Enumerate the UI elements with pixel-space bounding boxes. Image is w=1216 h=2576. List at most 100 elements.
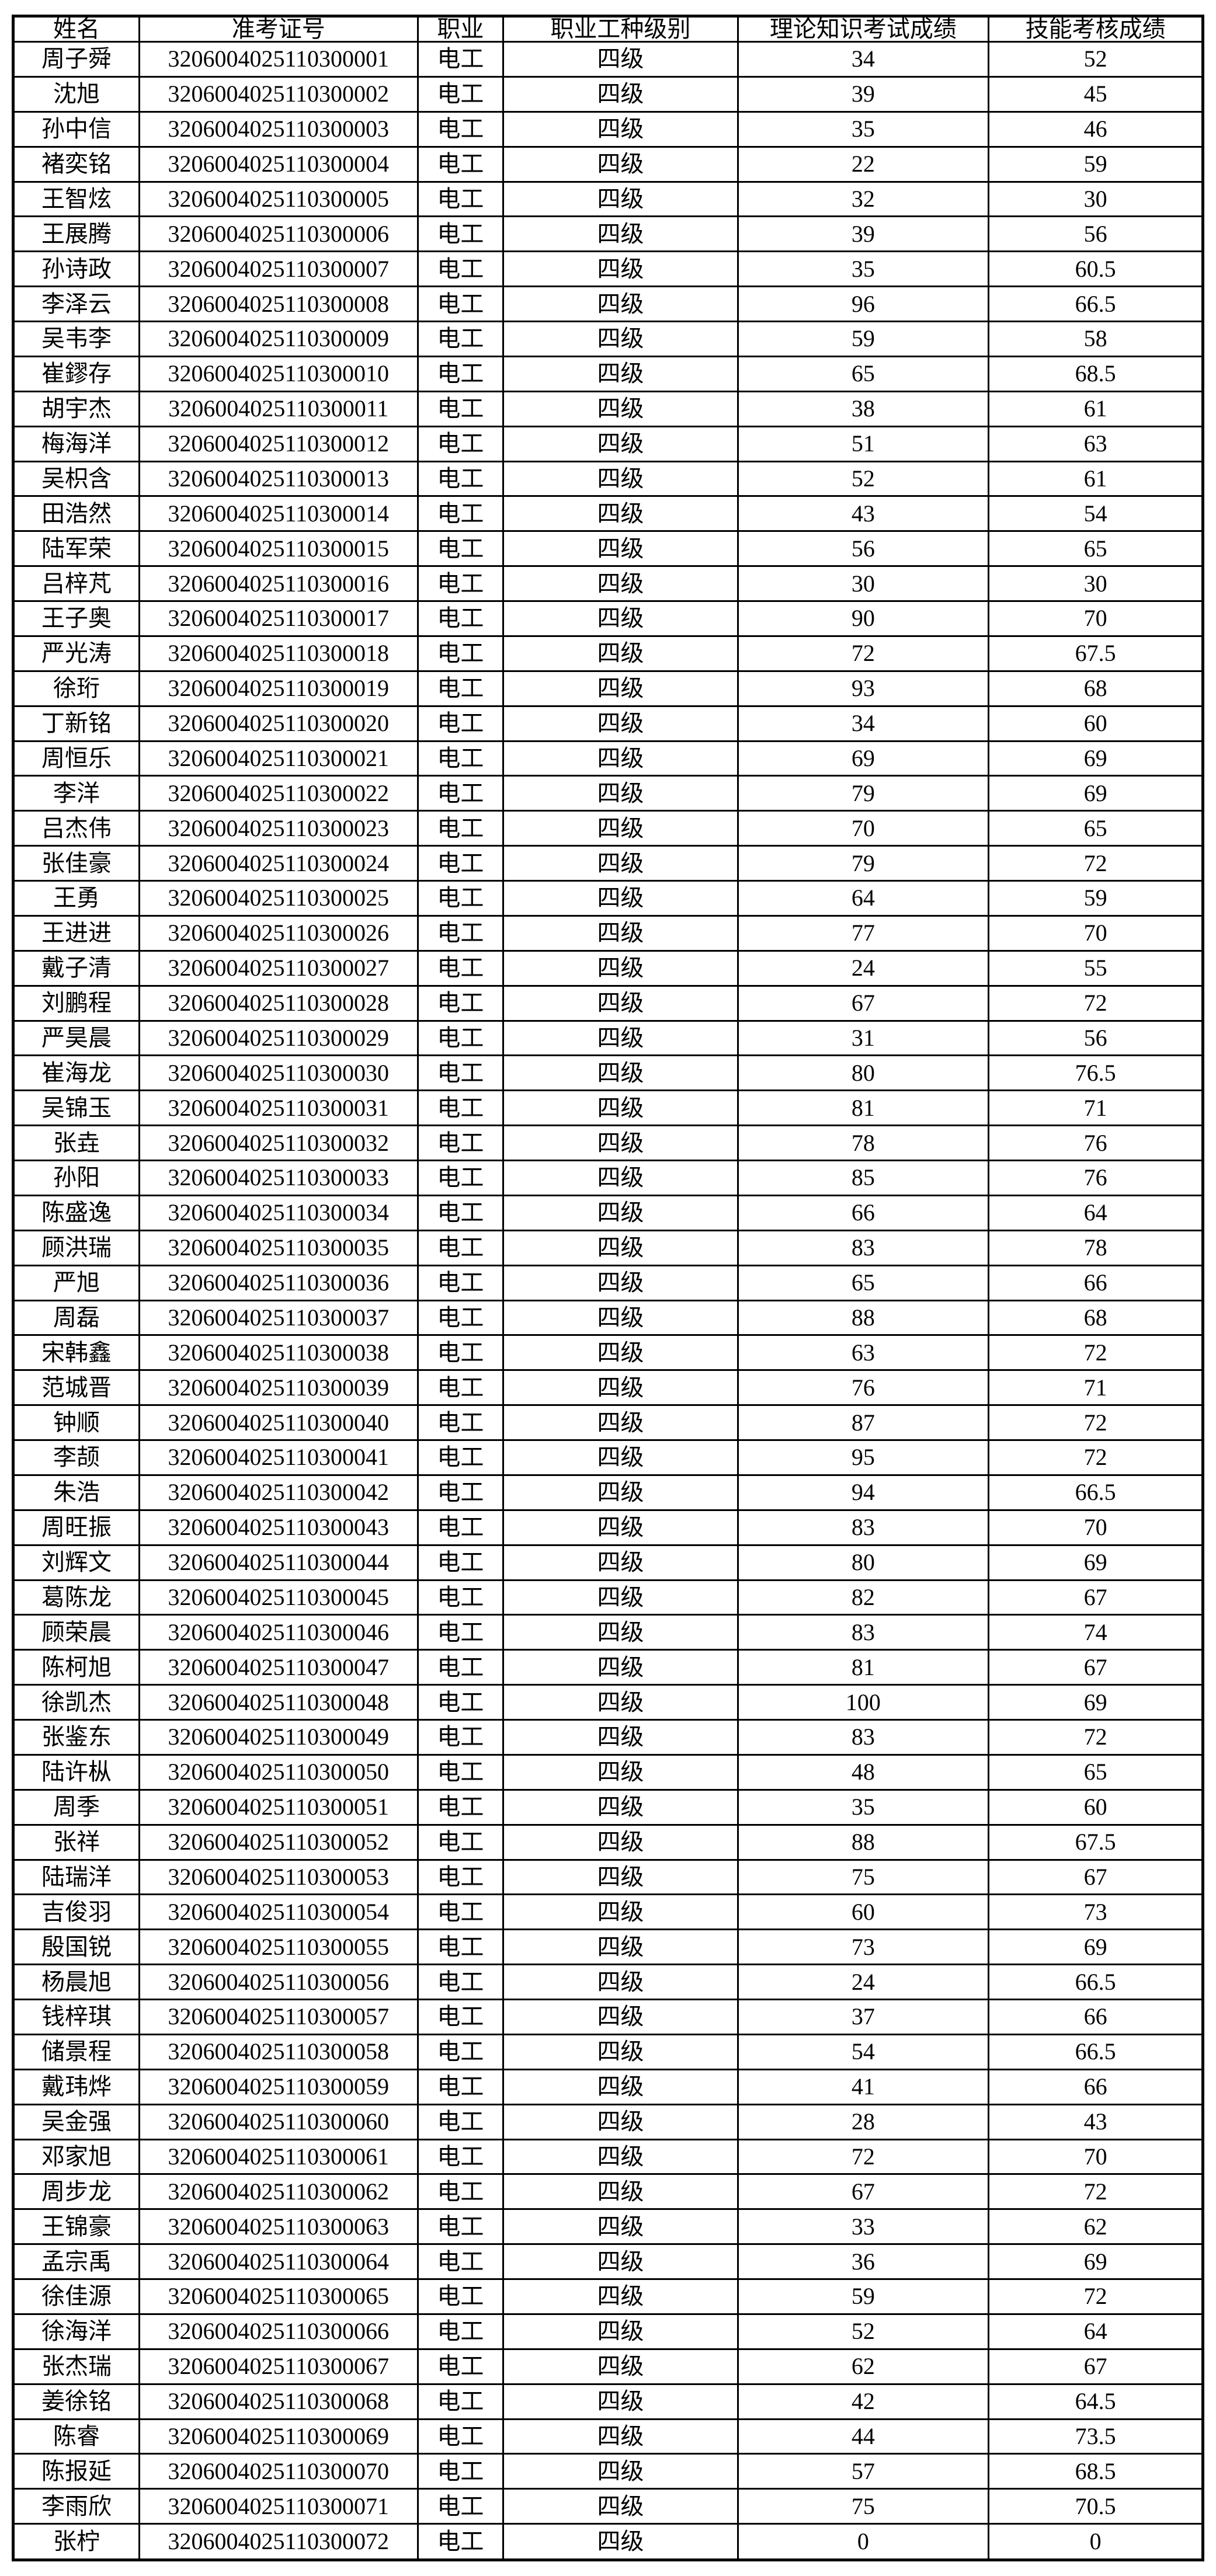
cell-exam-id: 3206004025110300055 [138, 1928, 419, 1966]
cell-occupation: 电工 [416, 740, 505, 777]
cell-name: 孙诗政 [12, 250, 140, 288]
cell-exam-id: 3206004025110300064 [138, 2243, 419, 2280]
cell-level: 四级 [502, 1788, 739, 1826]
cell-skill-score: 56 [988, 1019, 1204, 1057]
cell-occupation: 电工 [416, 2208, 505, 2246]
cell-occupation: 电工 [416, 2138, 505, 2175]
cell-level: 四级 [502, 1964, 739, 2000]
cell-level: 四级 [502, 1823, 739, 1861]
cell-occupation: 电工 [416, 180, 505, 218]
cell-skill-score: 60 [988, 1788, 1204, 1826]
cell-occupation: 电工 [416, 2173, 505, 2211]
cell-occupation: 电工 [416, 460, 505, 497]
cell-skill-score: 0 [988, 2523, 1204, 2561]
column-header-exam-id: 准考证号 [138, 15, 419, 43]
cell-theory-score: 56 [736, 530, 990, 568]
cell-occupation: 电工 [416, 1858, 505, 1896]
cell-theory-score: 67 [736, 2173, 990, 2211]
cell-name: 崔鏐存 [12, 355, 140, 392]
cell-level: 四级 [502, 880, 739, 917]
cell-theory-score: 54 [736, 2033, 990, 2070]
cell-level: 四级 [502, 565, 739, 602]
cell-name: 周季 [12, 1788, 140, 1826]
cell-level: 四级 [502, 1089, 739, 1127]
cell-name: 顾洪瑞 [12, 1229, 140, 1266]
cell-exam-id: 3206004025110300021 [138, 740, 419, 777]
cell-exam-id: 3206004025110300001 [138, 41, 419, 78]
cell-level: 四级 [502, 984, 739, 1022]
cell-occupation: 电工 [416, 1649, 505, 1686]
cell-name: 徐珩 [12, 670, 140, 707]
cell-theory-score: 33 [736, 2208, 990, 2246]
cell-level: 四级 [502, 110, 739, 148]
cell-exam-id: 3206004025110300040 [138, 1404, 419, 1441]
cell-theory-score: 88 [736, 1299, 990, 1336]
cell-occupation: 电工 [416, 705, 505, 742]
cell-level: 四级 [502, 250, 739, 288]
table-row: 李泽云 3206004025110300008 电工 四级 96 66.5 [12, 286, 1204, 322]
cell-theory-score: 59 [736, 321, 990, 357]
cell-occupation: 电工 [416, 1439, 505, 1476]
cell-name: 王锦豪 [12, 2208, 140, 2246]
cell-exam-id: 3206004025110300072 [138, 2523, 419, 2561]
cell-skill-score: 74 [988, 1614, 1204, 1651]
table-row: 严昊晨 3206004025110300029 电工 四级 31 56 [12, 1019, 1204, 1057]
cell-name: 殷国锐 [12, 1928, 140, 1966]
cell-theory-score: 83 [736, 1509, 990, 1546]
table-row: 戴子清 3206004025110300027 电工 四级 24 55 [12, 949, 1204, 987]
cell-exam-id: 3206004025110300044 [138, 1544, 419, 1581]
cell-level: 四级 [502, 1334, 739, 1371]
cell-exam-id: 3206004025110300011 [138, 390, 419, 427]
cell-theory-score: 63 [736, 1334, 990, 1371]
cell-exam-id: 3206004025110300039 [138, 1369, 419, 1407]
column-header-occupation: 职业 [416, 15, 505, 43]
cell-level: 四级 [502, 635, 739, 672]
cell-skill-score: 73.5 [988, 2418, 1204, 2455]
cell-theory-score: 94 [736, 1474, 990, 1511]
table-row: 梅海洋 3206004025110300012 电工 四级 51 63 [12, 425, 1204, 462]
cell-theory-score: 59 [736, 2278, 990, 2315]
cell-name: 丁新铭 [12, 705, 140, 742]
cell-name: 刘辉文 [12, 1544, 140, 1581]
cell-skill-score: 56 [988, 215, 1204, 253]
cell-occupation: 电工 [416, 1928, 505, 1966]
cell-occupation: 电工 [416, 2488, 505, 2525]
table-row: 王展腾 3206004025110300006 电工 四级 39 56 [12, 215, 1204, 253]
cell-occupation: 电工 [416, 145, 505, 183]
cell-skill-score: 59 [988, 880, 1204, 917]
cell-level: 四级 [502, 949, 739, 987]
cell-skill-score: 68.5 [988, 2453, 1204, 2490]
table-row: 崔海龙 3206004025110300030 电工 四级 80 76.5 [12, 1054, 1204, 1092]
cell-name: 徐海洋 [12, 2313, 140, 2350]
cell-level: 四级 [502, 495, 739, 532]
table-row: 张鉴东 3206004025110300049 电工 四级 83 72 [12, 1719, 1204, 1756]
table-row: 严旭 3206004025110300036 电工 四级 65 66 [12, 1264, 1204, 1301]
cell-name: 崔海龙 [12, 1054, 140, 1092]
table-row: 张垚 3206004025110300032 电工 四级 78 76 [12, 1125, 1204, 1161]
cell-occupation: 电工 [416, 2103, 505, 2140]
cell-occupation: 电工 [416, 1194, 505, 1231]
cell-skill-score: 69 [988, 2243, 1204, 2280]
column-header-theory-score: 理论知识考试成绩 [736, 15, 990, 43]
cell-level: 四级 [502, 1369, 739, 1407]
cell-level: 四级 [502, 1264, 739, 1301]
table-row: 王勇 3206004025110300025 电工 四级 64 59 [12, 880, 1204, 917]
cell-theory-score: 22 [736, 145, 990, 183]
cell-skill-score: 73 [988, 1893, 1204, 1931]
cell-occupation: 电工 [416, 1788, 505, 1826]
cell-skill-score: 66 [988, 1264, 1204, 1301]
table-row: 褚奕铭 3206004025110300004 电工 四级 22 59 [12, 145, 1204, 183]
cell-level: 四级 [502, 740, 739, 777]
cell-theory-score: 35 [736, 110, 990, 148]
cell-theory-score: 24 [736, 949, 990, 987]
table-row: 周子舜 3206004025110300001 电工 四级 34 52 [12, 41, 1204, 78]
cell-theory-score: 77 [736, 914, 990, 952]
cell-exam-id: 3206004025110300012 [138, 425, 419, 462]
cell-skill-score: 70 [988, 600, 1204, 637]
cell-level: 四级 [502, 1019, 739, 1057]
cell-skill-score: 58 [988, 321, 1204, 357]
cell-occupation: 电工 [416, 1999, 505, 2035]
cell-name: 张杰瑞 [12, 2348, 140, 2385]
cell-exam-id: 3206004025110300070 [138, 2453, 419, 2490]
cell-skill-score: 52 [988, 41, 1204, 78]
